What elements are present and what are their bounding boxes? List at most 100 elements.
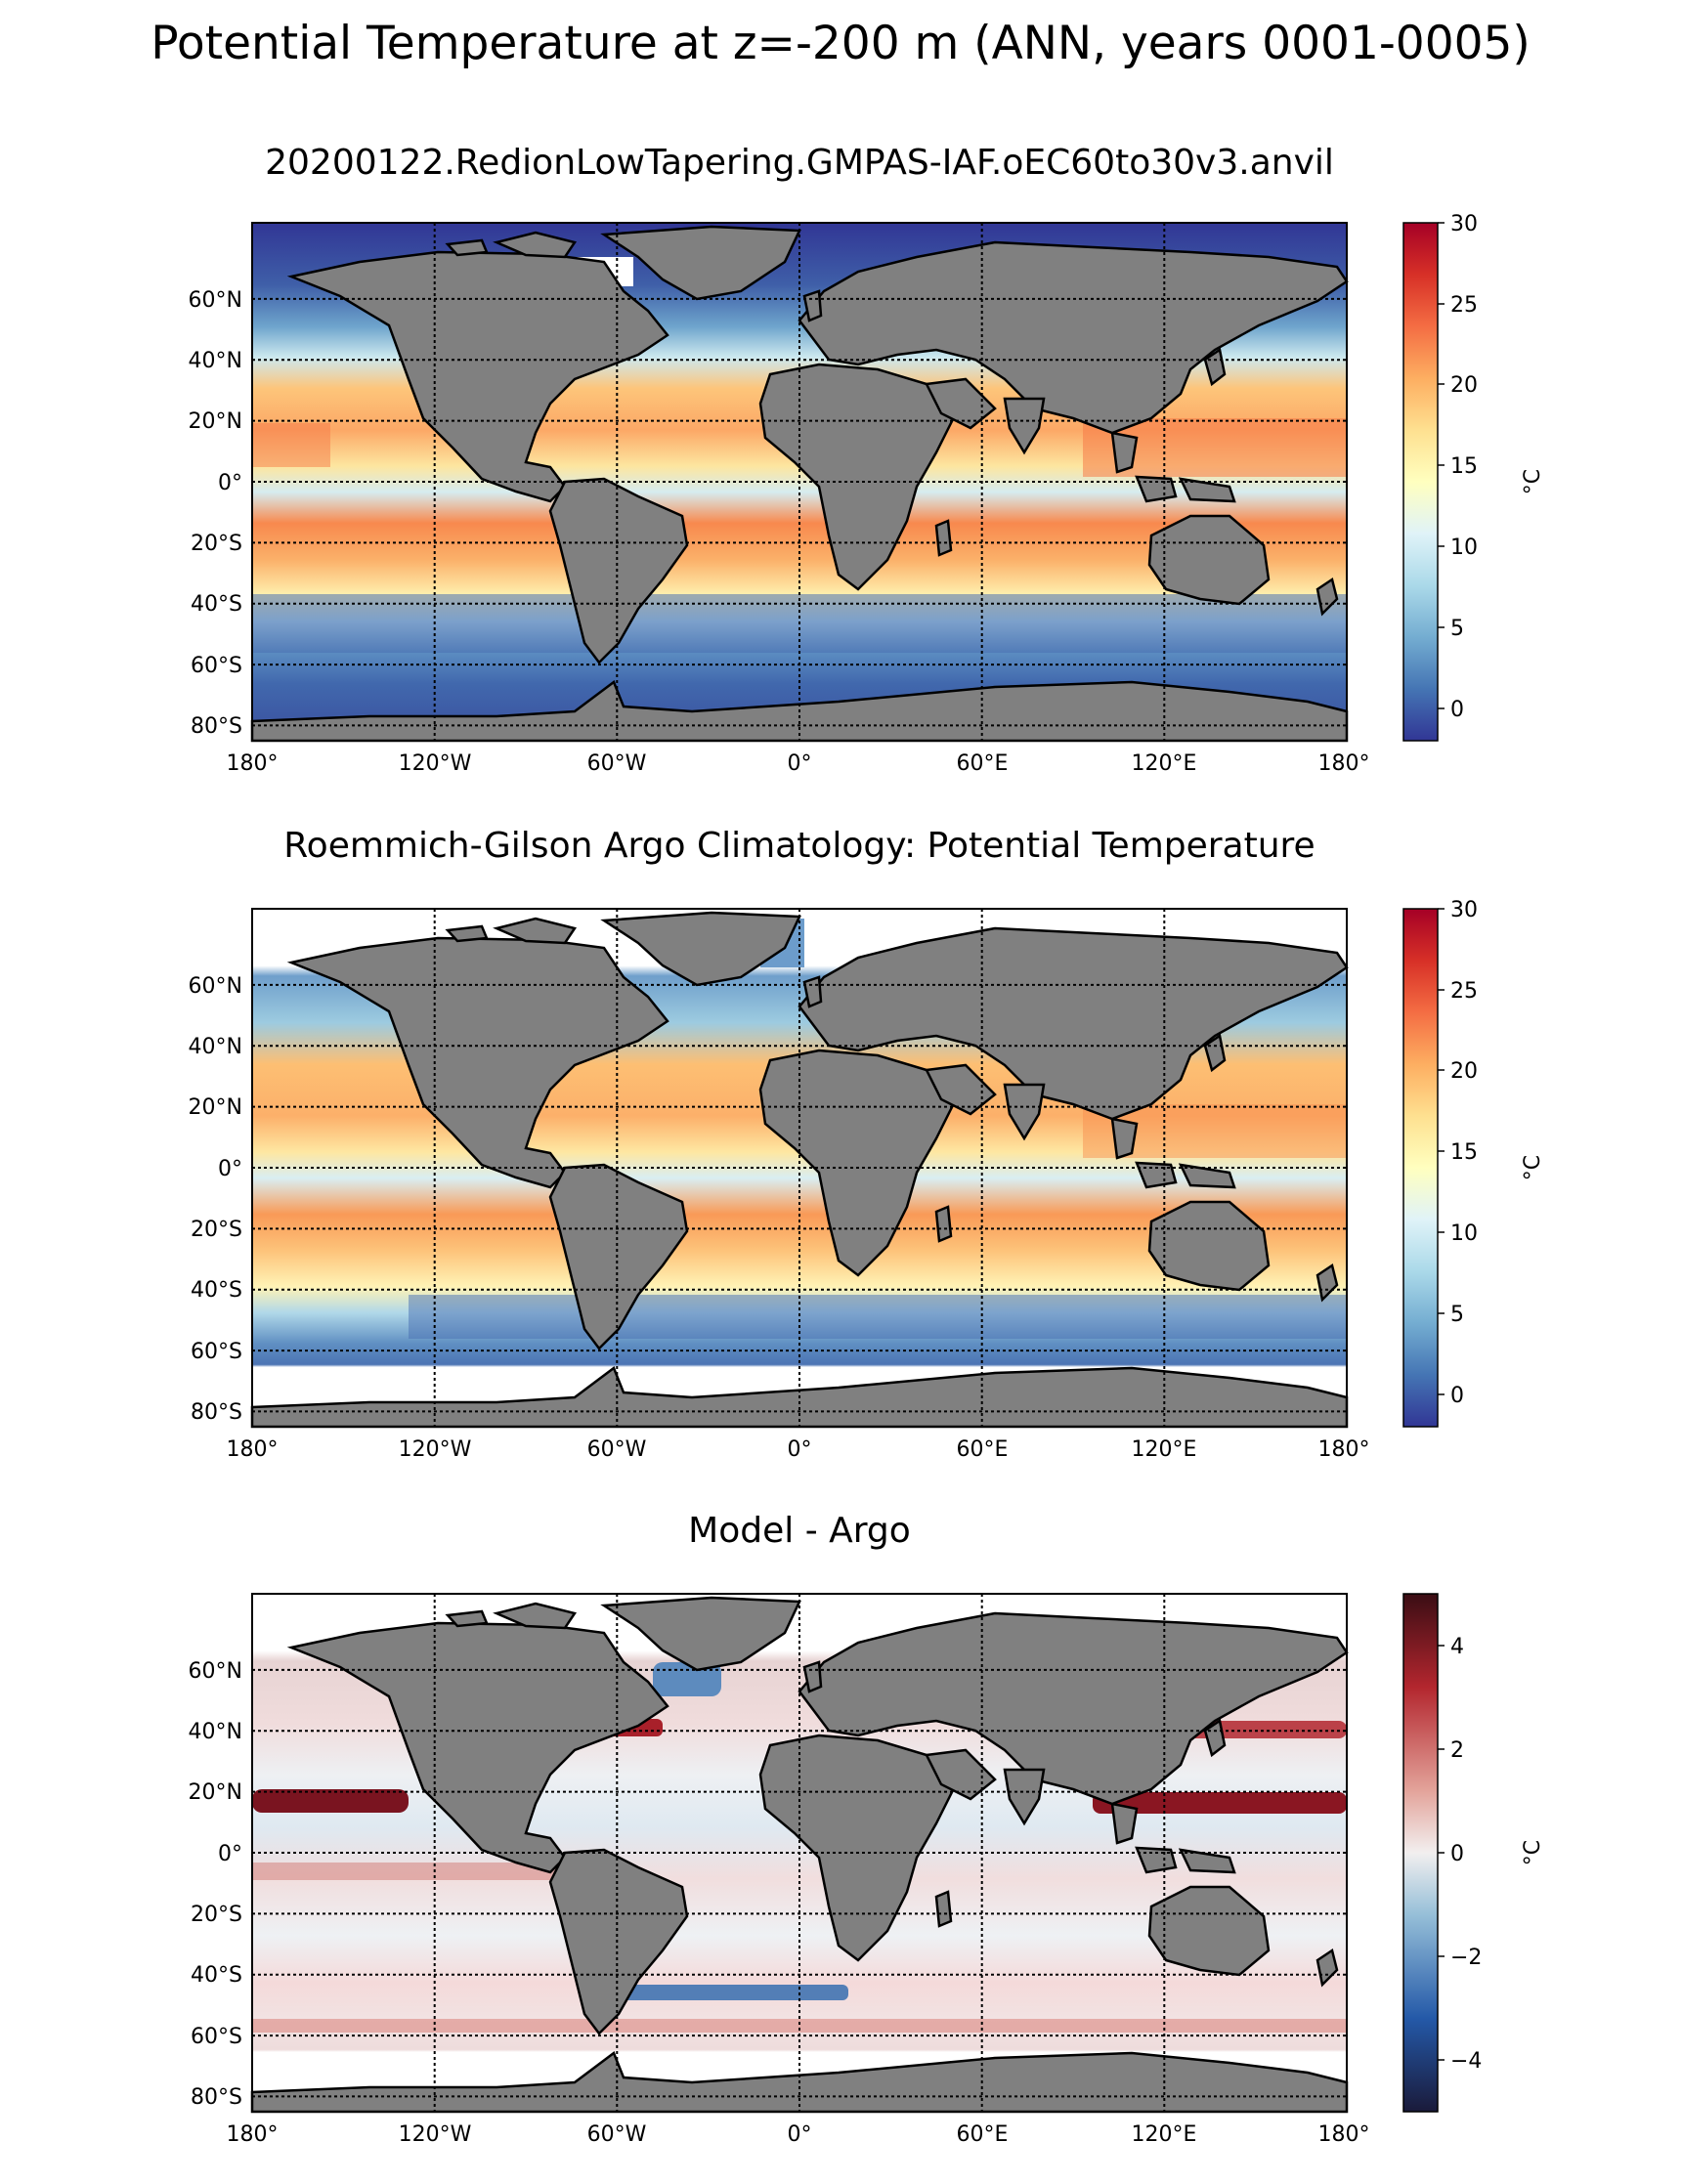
grid-lines	[252, 223, 1347, 741]
x-tick-label: 180°	[227, 1437, 279, 1462]
colorbar-ramp	[1402, 908, 1439, 1428]
x-tick-label: 180°	[227, 2122, 279, 2147]
anomaly-west-pacific-warm	[1093, 1792, 1347, 1814]
y-tick-label: 40°S	[191, 1278, 242, 1303]
y-tick-label: 40°S	[191, 592, 242, 617]
panel-difference: Model - Argo	[189, 1511, 1545, 2147]
colorbar-label: °C	[1521, 1840, 1545, 1865]
colorbar-label: °C	[1521, 469, 1545, 494]
y-tick-label: 0°	[218, 1842, 242, 1866]
colorbar-tick-label: 20	[1450, 373, 1478, 398]
y-tick-label: 60°N	[189, 974, 242, 999]
map-axes	[250, 1593, 1349, 2114]
colorbar-ramp	[1402, 1593, 1439, 2113]
y-tick-label: 80°S	[191, 1400, 242, 1425]
colorbar-tick-label: 5	[1450, 1303, 1464, 1327]
y-tick-label: 20°S	[191, 1218, 242, 1242]
x-tick-label: 0°	[788, 2122, 812, 2147]
colorbar-tick-label: 25	[1450, 293, 1478, 318]
x-tick-label: 180°	[1318, 2122, 1370, 2147]
colorbar: −4 −2 0 2 4 °C	[1402, 1593, 1545, 2113]
x-tick-label: 60°W	[587, 2122, 647, 2147]
x-tick-label: 120°W	[399, 2122, 472, 2147]
colorbar-tick-label: 0	[1450, 1384, 1464, 1408]
x-tick-labels: 180° 120°W 60°W 0° 60°E 120°E 180°	[227, 1437, 1370, 1462]
colorbar-label: °C	[1521, 1155, 1545, 1180]
y-tick-label: 40°N	[189, 349, 242, 373]
x-tick-label: 60°E	[957, 1437, 1009, 1462]
y-tick-label: 20°N	[189, 1095, 242, 1120]
colorbar-tick-label: −4	[1450, 2049, 1482, 2074]
panel-title: Roemmich-Gilson Argo Climatology: Potent…	[283, 826, 1315, 866]
y-tick-label: 80°S	[191, 714, 242, 739]
x-tick-label: 120°W	[399, 1437, 472, 1462]
map-axes	[250, 908, 1349, 1429]
colorbar-tick-label: 4	[1450, 1635, 1464, 1659]
axes-frame	[251, 222, 1348, 742]
y-tick-label: 20°N	[189, 1780, 242, 1805]
y-tick-labels: 60°N 40°N 20°N 0° 20°S 40°S 60°S 80°S	[189, 974, 242, 1425]
x-tick-label: 180°	[1318, 1437, 1370, 1462]
x-tick-label: 60°W	[587, 1437, 647, 1462]
x-tick-label: 180°	[227, 751, 279, 776]
x-tick-labels: 180° 120°W 60°W 0° 60°E 120°E 180°	[227, 2122, 1370, 2147]
x-tick-label: 120°E	[1132, 751, 1197, 776]
colorbar-tick-label: 10	[1450, 1221, 1478, 1246]
y-tick-label: 80°S	[191, 2085, 242, 2110]
x-tick-label: 180°	[1318, 751, 1370, 776]
y-tick-label: 40°S	[191, 1963, 242, 1988]
colorbar-tick-label: 10	[1450, 535, 1478, 560]
colorbar-tick-label: 30	[1450, 898, 1478, 922]
panel-argo: Roemmich-Gilson Argo Climatology: Potent…	[189, 826, 1545, 1462]
x-tick-label: 120°W	[399, 751, 472, 776]
panel-title: Model - Argo	[688, 1511, 911, 1551]
axes-frame	[251, 1593, 1348, 2113]
y-tick-label: 60°S	[191, 2025, 242, 2049]
y-tick-label: 60°S	[191, 654, 242, 678]
colorbar-tick-label: 0	[1450, 1842, 1464, 1866]
x-tick-label: 0°	[788, 751, 812, 776]
panel-title: 20200122.RedionLowTapering.GMPAS-IAF.oEC…	[265, 143, 1334, 183]
colorbar: 0 5 10 15 20 25 30 °C	[1402, 898, 1545, 1428]
southern-ocean-band	[409, 1295, 1347, 1339]
colorbar-tick-label: 20	[1450, 1059, 1478, 1084]
x-tick-labels: 180° 120°W 60°W 0° 60°E 120°E 180°	[227, 751, 1370, 776]
y-tick-label: 60°S	[191, 1340, 242, 1364]
axes-frame	[251, 908, 1348, 1428]
colorbar-ramp	[1402, 222, 1439, 742]
y-tick-label: 0°	[218, 471, 242, 495]
x-tick-label: 120°E	[1132, 1437, 1197, 1462]
y-tick-label: 40°N	[189, 1720, 242, 1744]
colorbar-tick-label: 2	[1450, 1738, 1464, 1763]
colorbar-tick-label: 0	[1450, 698, 1464, 722]
anomaly-north-pacific-warm	[252, 1789, 409, 1813]
x-tick-label: 60°W	[587, 751, 647, 776]
colorbar-tick-label: 15	[1450, 1140, 1478, 1165]
y-tick-label: 40°N	[189, 1035, 242, 1059]
colorbar-tick-label: 25	[1450, 979, 1478, 1004]
y-tick-label: 60°N	[189, 288, 242, 313]
x-tick-label: 60°E	[957, 751, 1009, 776]
panel-model: 20200122.RedionLowTapering.GMPAS-IAF.oEC…	[189, 143, 1545, 776]
x-tick-label: 60°E	[957, 2122, 1009, 2147]
y-tick-label: 20°S	[191, 532, 242, 556]
y-tick-label: 20°N	[189, 409, 242, 434]
colorbar-tick-label: 5	[1450, 617, 1464, 641]
y-tick-label: 0°	[218, 1157, 242, 1181]
grid-lines	[252, 1594, 1347, 2112]
warm-band-north-pacific	[252, 423, 330, 467]
y-tick-label: 20°S	[191, 1903, 242, 1927]
colorbar-tick-label: −2	[1450, 1946, 1482, 1970]
colorbar-tick-label: 15	[1450, 454, 1478, 479]
anomaly-equatorial-warm	[252, 1863, 594, 1880]
colorbar: 0 5 10 15 20 25 30 °C	[1402, 212, 1545, 742]
figure-title: Potential Temperature at z=-200 m (ANN, …	[151, 17, 1531, 70]
x-tick-label: 120°E	[1132, 2122, 1197, 2147]
y-tick-labels: 60°N 40°N 20°N 0° 20°S 40°S 60°S 80°S	[189, 1659, 242, 2110]
anomaly-southern-band-warm	[252, 2019, 1347, 2033]
x-tick-label: 0°	[788, 1437, 812, 1462]
grid-lines	[252, 909, 1347, 1427]
map-axes	[250, 222, 1349, 743]
y-tick-labels: 60°N 40°N 20°N 0° 20°S 40°S 60°S 80°S	[189, 288, 242, 739]
